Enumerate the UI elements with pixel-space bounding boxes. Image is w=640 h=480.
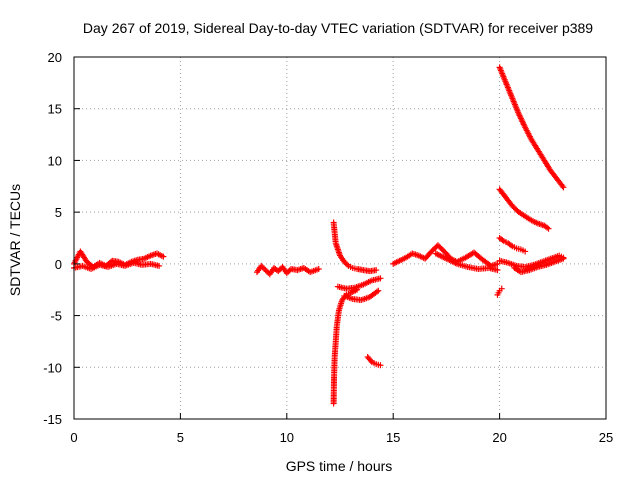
y-tick-label: -5: [50, 309, 62, 324]
x-tick-label: 25: [599, 430, 613, 445]
y-tick-label: 5: [55, 205, 62, 220]
chart-title: Day 267 of 2019, Sidereal Day-to-day VTE…: [83, 20, 593, 36]
data-point-arc-13: [522, 248, 529, 255]
data-point-arc-2: [156, 262, 163, 269]
y-tick-label: 10: [48, 153, 62, 168]
x-tick-label: 0: [70, 430, 77, 445]
y-tick-label: 20: [48, 50, 62, 65]
data-point-arc-16: [498, 285, 505, 292]
y-axis-label: SDTVAR / TECUs: [7, 184, 23, 296]
x-tick-label: 5: [177, 430, 184, 445]
data-point-arc-8: [367, 357, 374, 364]
data-point-arc-12: [545, 225, 552, 232]
data-point-arc-7: [375, 287, 382, 294]
data-point-arc-11: [559, 182, 566, 189]
grid: [74, 57, 606, 419]
x-tick-label: 20: [492, 430, 506, 445]
data-point-arc-15: [560, 255, 567, 262]
data-marks: [71, 64, 567, 407]
x-tick-label: 10: [280, 430, 294, 445]
data-point-arc-10: [494, 267, 501, 274]
x-tick-label: 15: [386, 430, 400, 445]
data-point-arc-3: [262, 267, 269, 274]
data-point-arc-8: [377, 362, 384, 369]
y-tick-label: 0: [55, 257, 62, 272]
data-point-arc-1: [160, 253, 167, 260]
y-tick-label: -15: [43, 412, 62, 427]
x-axis-label: GPS time / hours: [286, 458, 393, 474]
data-point-arc-11: [560, 184, 567, 191]
tick-labels: 0 5 10 15 20 25 -15 -10 -5 0 5 10 15 20: [43, 50, 613, 445]
data-point-arc-3: [315, 266, 322, 273]
data-point-arc-4: [373, 267, 380, 274]
y-tick-label: 15: [48, 102, 62, 117]
data-point-arc-6: [377, 275, 384, 282]
data-point-arc-3: [261, 265, 268, 272]
data-point-arc-3: [286, 267, 293, 274]
plot-frame: [73, 56, 607, 420]
data-point-arc-9: [494, 260, 501, 267]
y-tick-label: -10: [43, 360, 62, 375]
